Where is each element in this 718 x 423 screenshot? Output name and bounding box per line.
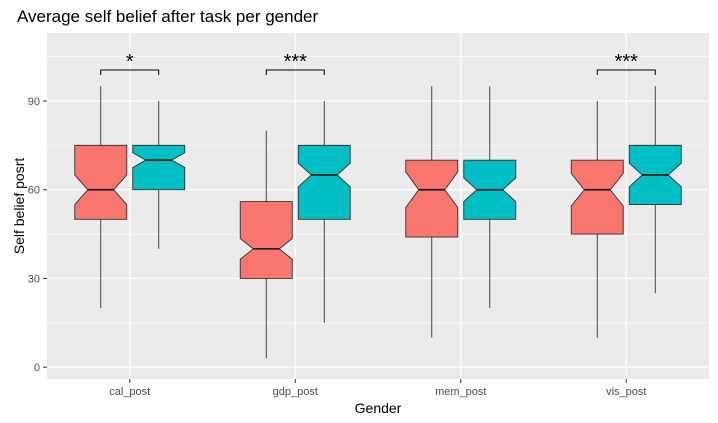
- bracket-line: [596, 69, 656, 75]
- box-body: [132, 144, 186, 191]
- box-body: [74, 144, 128, 220]
- axes-layer: 0 30 60 90 cal_post gdp_post mem_post vis_post: [28, 96, 647, 398]
- chart-title: Average self belief after task per gende…: [17, 7, 318, 26]
- annotations-layer: * *** ***: [100, 51, 656, 75]
- box-body: [297, 144, 351, 220]
- box-vis_post-series-2: [628, 86, 682, 294]
- significance-bracket-vis_post: ***: [596, 51, 656, 75]
- box-body: [239, 201, 293, 279]
- x-tick-label: cal_post: [109, 386, 150, 398]
- box-cal_post-series-2: [132, 101, 186, 249]
- significance-label: ***: [284, 51, 308, 73]
- y-tick-label: 90: [28, 96, 40, 108]
- y-tick-label: 60: [28, 185, 40, 197]
- boxes-layer: [74, 86, 682, 359]
- x-tick-label: mem_post: [435, 386, 486, 398]
- x-tick-label: gdp_post: [273, 386, 318, 398]
- significance-label: *: [126, 51, 134, 73]
- y-axis-title: Self belief posrt: [11, 158, 27, 255]
- box-body: [570, 159, 624, 235]
- y-tick-label: 30: [28, 273, 40, 285]
- bracket-line: [265, 69, 325, 75]
- box-gdp_post-series-2: [297, 101, 351, 323]
- box-gdp_post-series-1: [239, 130, 293, 359]
- box-mem_post-series-1: [405, 86, 459, 338]
- box-mem_post-series-2: [463, 86, 517, 309]
- x-axis-title: Gender: [355, 400, 402, 416]
- box-cal_post-series-1: [74, 86, 128, 309]
- box-vis_post-series-1: [570, 101, 624, 338]
- bracket-line: [100, 69, 160, 75]
- y-tick-label: 0: [34, 362, 40, 374]
- significance-bracket-gdp_post: ***: [265, 51, 325, 75]
- significance-bracket-cal_post: *: [100, 51, 160, 75]
- significance-label: ***: [615, 51, 639, 73]
- box-body: [405, 159, 459, 238]
- x-tick-label: vis_post: [606, 386, 646, 398]
